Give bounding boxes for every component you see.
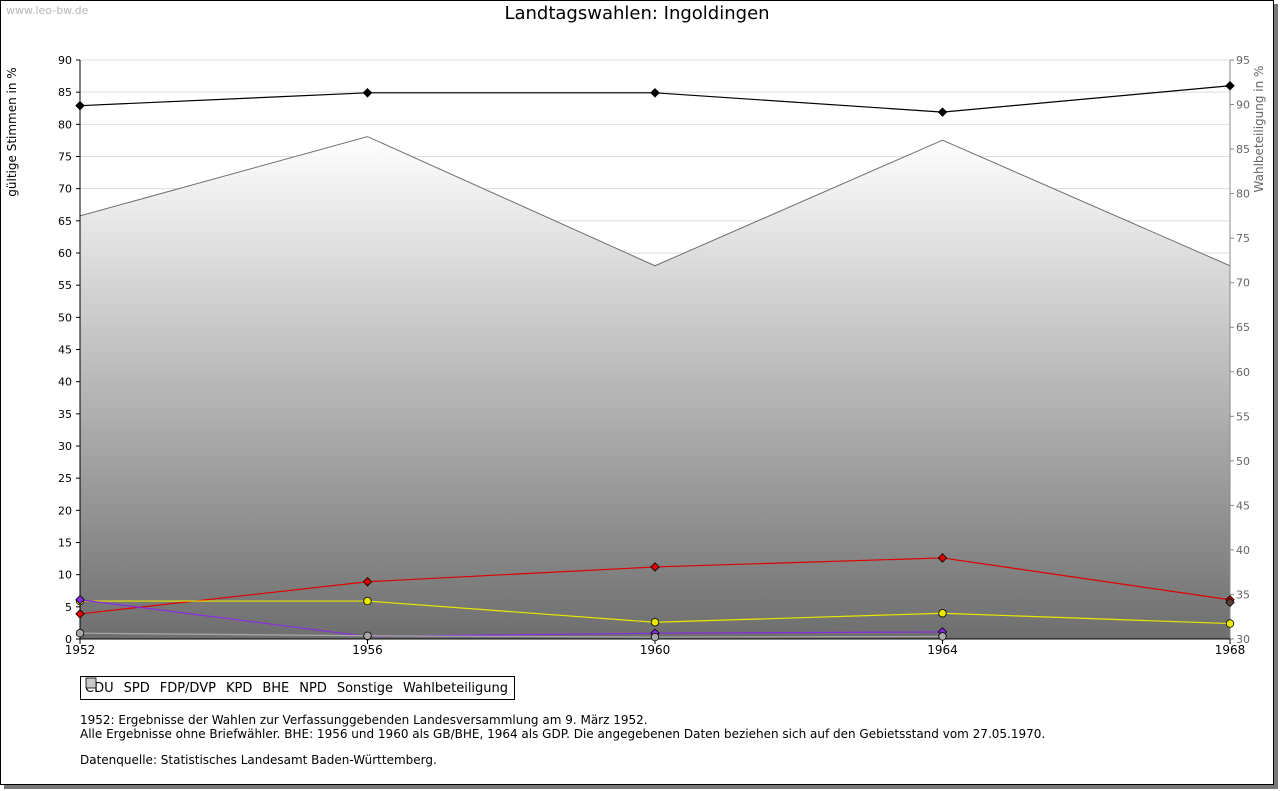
y-tick-label: 0 bbox=[65, 633, 72, 646]
source-note: Datenquelle: Statistisches Landesamt Bad… bbox=[80, 753, 437, 767]
y2-tick-label: 70 bbox=[1236, 277, 1250, 290]
chart-plot: gültige Stimmen in % Wahlbeteiligung in … bbox=[5, 54, 1266, 657]
point-sonstige bbox=[75, 629, 85, 638]
point-bhe bbox=[75, 594, 85, 605]
y-tick-label: 15 bbox=[58, 537, 72, 550]
y-tick-label: 10 bbox=[58, 569, 72, 582]
y-tick-label: 55 bbox=[58, 279, 72, 292]
point-fdp-dvp bbox=[650, 618, 660, 627]
y-tick-label: 50 bbox=[58, 311, 72, 324]
y-tick-label: 90 bbox=[58, 54, 72, 67]
y2-tick-label: 95 bbox=[1236, 54, 1250, 67]
y-tick-label: 30 bbox=[58, 440, 72, 453]
legend-item-kpd: KPD bbox=[85, 677, 253, 696]
x-tick-label: 1968 bbox=[1215, 643, 1246, 657]
y-axis-label: gültige Stimmen in % bbox=[5, 67, 19, 196]
series-line-bhe bbox=[79, 599, 943, 638]
chart-title: Landtagswahlen: Ingoldingen bbox=[504, 3, 770, 24]
y2-tick-label: 65 bbox=[1236, 321, 1250, 334]
legend-label: SPD bbox=[123, 680, 150, 696]
y2-tick-label: 50 bbox=[1236, 455, 1250, 468]
y2-tick-label: 85 bbox=[1236, 143, 1250, 156]
x-tick-label: 1956 bbox=[352, 643, 383, 657]
y2-tick-label: 60 bbox=[1236, 366, 1250, 379]
legend-item-spd: SPD bbox=[85, 677, 150, 696]
y-tick-label: 85 bbox=[58, 86, 72, 99]
point-sonstige bbox=[363, 631, 372, 640]
legend-label: FDP/DVP bbox=[159, 680, 216, 696]
legend-item-bhe: BHE bbox=[85, 677, 290, 696]
turnout-area bbox=[80, 136, 1230, 640]
turnout-line bbox=[79, 136, 1231, 267]
y-tick-label: 75 bbox=[58, 151, 72, 164]
legend-item-npd: NPD bbox=[85, 677, 327, 696]
x-tick-label: 1960 bbox=[640, 643, 671, 657]
watermark: www.leo-bw.de bbox=[6, 4, 89, 17]
y-tick-label: 35 bbox=[58, 408, 72, 421]
point-fdp-dvp bbox=[1225, 619, 1235, 628]
x-tick-label: 1964 bbox=[927, 643, 958, 657]
legend-marker bbox=[85, 677, 97, 689]
point-spd bbox=[937, 553, 948, 563]
point-fdp-dvp bbox=[363, 596, 372, 606]
point-cdu bbox=[75, 100, 85, 111]
point-sonstige bbox=[938, 632, 947, 641]
y-tick-label: 60 bbox=[58, 247, 72, 260]
series-line-sonstige bbox=[79, 632, 943, 638]
point-spd bbox=[362, 576, 373, 587]
point-spd bbox=[650, 562, 660, 572]
y-tick-label: 40 bbox=[58, 376, 72, 389]
point-sonstige bbox=[650, 632, 660, 642]
point-cdu bbox=[650, 88, 660, 98]
y-tick-label: 70 bbox=[58, 183, 72, 196]
legend-item-sonstige: Sonstige bbox=[86, 678, 394, 696]
y-tick-label: 80 bbox=[58, 118, 72, 131]
note-line-1: 1952: Ergebnisse der Wahlen zur Verfassu… bbox=[80, 713, 648, 727]
y2-axis-label: Wahlbeteiligung in % bbox=[1252, 66, 1266, 193]
legend-item-wahlbeteiligung: Wahlbeteiligung bbox=[85, 677, 509, 696]
point-npd bbox=[1225, 597, 1235, 608]
point-fdp-dvp bbox=[938, 609, 947, 618]
point-cdu bbox=[1225, 80, 1235, 91]
y2-tick-label: 40 bbox=[1236, 544, 1250, 557]
legend-label: NPD bbox=[299, 680, 327, 696]
y2-tick-label: 75 bbox=[1236, 232, 1250, 245]
y-tick-label: 65 bbox=[58, 215, 72, 228]
legend-label: KPD bbox=[225, 680, 253, 696]
y2-tick-label: 55 bbox=[1236, 410, 1250, 423]
legend-label: Wahlbeteiligung bbox=[403, 680, 509, 696]
note-line-2: Alle Ergebnisse ohne Briefwähler. BHE: 1… bbox=[80, 727, 1046, 741]
y-tick-label: 20 bbox=[58, 504, 72, 517]
legend-label: Sonstige bbox=[336, 680, 394, 696]
y-tick-label: 5 bbox=[65, 601, 72, 614]
point-spd bbox=[75, 609, 85, 619]
y2-tick-label: 80 bbox=[1236, 188, 1250, 201]
y-tick-label: 25 bbox=[58, 472, 72, 485]
chart-notes: 1952: Ergebnisse der Wahlen zur Verfassu… bbox=[80, 713, 1045, 767]
point-cdu bbox=[362, 88, 373, 98]
y2-tick-label: 35 bbox=[1236, 588, 1250, 601]
legend-item-fdp-dvp: FDP/DVP bbox=[86, 678, 216, 696]
point-cdu bbox=[937, 107, 948, 117]
legend-label: BHE bbox=[262, 680, 290, 696]
y2-tick-label: 45 bbox=[1236, 499, 1250, 512]
x-tick-label: 1952 bbox=[65, 643, 96, 657]
y2-tick-label: 30 bbox=[1236, 633, 1250, 646]
y2-tick-label: 90 bbox=[1236, 99, 1250, 112]
chart-legend: CDU SPD FDP/DVP KPD BHE NPD Sonstige Wahlbeteil… bbox=[80, 676, 516, 700]
y-tick-label: 45 bbox=[58, 344, 72, 357]
